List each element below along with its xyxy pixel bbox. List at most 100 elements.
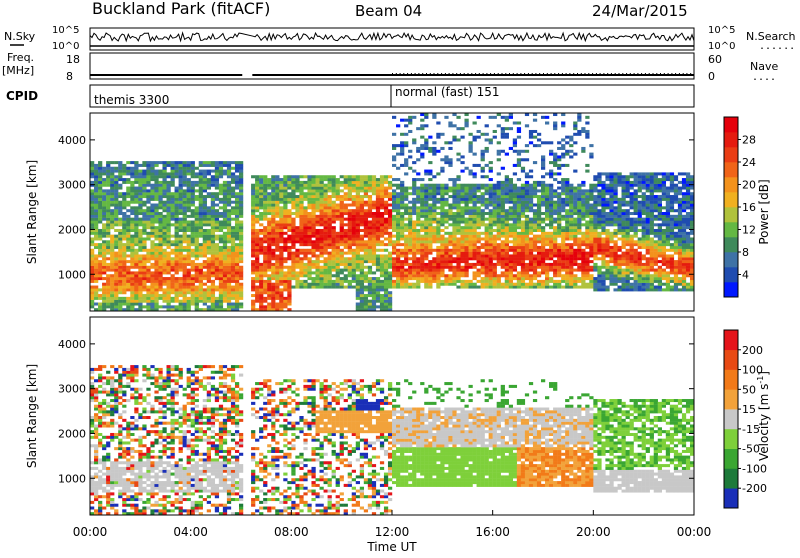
- power-cell: [565, 212, 569, 215]
- nave-dot: [558, 73, 559, 74]
- power-cell: [138, 294, 142, 297]
- power-cell: [561, 277, 565, 280]
- power-cell: [416, 271, 420, 274]
- power-cell: [505, 178, 509, 181]
- power-cell: [122, 263, 126, 266]
- power-cell: [452, 243, 456, 246]
- power-cell: [320, 209, 324, 212]
- power-cell: [360, 195, 364, 198]
- power-cell: [460, 209, 464, 212]
- power-cell: [259, 189, 263, 192]
- power-cell: [307, 237, 311, 240]
- power-cell: [525, 254, 529, 257]
- power-cell: [505, 201, 509, 204]
- power-cell: [195, 277, 199, 280]
- nave-dot: [396, 73, 397, 74]
- power-cell: [557, 212, 561, 215]
- power-cell: [126, 209, 130, 212]
- power-cell: [324, 271, 328, 274]
- power-cell: [400, 133, 404, 136]
- power-cell: [364, 305, 368, 308]
- power-cell: [251, 266, 255, 269]
- power-cell: [203, 164, 207, 167]
- power-cell: [545, 249, 549, 252]
- power-cell: [154, 303, 158, 306]
- power-cell: [307, 175, 311, 178]
- power-cell: [311, 229, 315, 232]
- power-cell: [525, 172, 529, 175]
- power-cell: [448, 204, 452, 207]
- power-cell: [271, 189, 275, 192]
- power-cell: [541, 181, 545, 184]
- power-cell: [154, 280, 158, 283]
- power-cell: [392, 286, 396, 289]
- power-cell: [122, 271, 126, 274]
- power-cell: [291, 220, 295, 223]
- power-cell: [428, 172, 432, 175]
- power-cell: [118, 175, 122, 178]
- power-cell: [207, 288, 211, 291]
- power-cell: [199, 220, 203, 223]
- power-cell: [207, 257, 211, 260]
- power-cell: [324, 215, 328, 218]
- power-cell: [162, 226, 166, 229]
- power-cell: [400, 235, 404, 238]
- power-cell: [436, 198, 440, 201]
- power-cell: [428, 209, 432, 212]
- power-cell: [340, 229, 344, 232]
- power-cell: [545, 232, 549, 235]
- power-cell: [179, 305, 183, 308]
- power-cell: [299, 223, 303, 226]
- power-cell: [219, 206, 223, 209]
- power-cell: [231, 189, 235, 192]
- power-cell: [525, 226, 529, 229]
- power-cell: [138, 254, 142, 257]
- power-cell: [295, 175, 299, 178]
- power-cell: [440, 252, 444, 255]
- power-cell: [360, 212, 364, 215]
- power-cell: [187, 277, 191, 280]
- power-cell: [452, 237, 456, 240]
- power-cell: [94, 246, 98, 249]
- power-cell: [509, 271, 513, 274]
- power-cell: [235, 232, 239, 235]
- power-cell: [533, 218, 537, 221]
- power-cell: [150, 198, 154, 201]
- power-cell: [493, 249, 497, 252]
- power-cell: [267, 283, 271, 286]
- power-cell: [291, 252, 295, 255]
- power-cell: [102, 229, 106, 232]
- power-cell: [130, 286, 134, 289]
- power-cell: [122, 249, 126, 252]
- power-cell: [332, 184, 336, 187]
- power-cell: [320, 277, 324, 280]
- power-cell: [428, 263, 432, 266]
- power-cell: [175, 232, 179, 235]
- power-cell: [352, 220, 356, 223]
- power-cell: [557, 257, 561, 260]
- power-cell: [239, 240, 243, 243]
- power-cell: [98, 294, 102, 297]
- power-cell: [336, 184, 340, 187]
- power-cell: [517, 192, 521, 195]
- power-cell: [493, 269, 497, 272]
- power-cell: [106, 249, 110, 252]
- power-cell: [299, 226, 303, 229]
- power-cell: [561, 229, 565, 232]
- power-cell: [440, 206, 444, 209]
- power-cell: [134, 178, 138, 181]
- power-cell: [348, 283, 352, 286]
- power-cell: [211, 240, 215, 243]
- power-cell: [215, 260, 219, 263]
- power-cell: [307, 240, 311, 243]
- power-cell: [376, 269, 380, 272]
- power-cell: [416, 283, 420, 286]
- power-cell: [106, 252, 110, 255]
- power-cell: [332, 189, 336, 192]
- power-cell: [404, 133, 408, 136]
- power-cell: [328, 254, 332, 257]
- power-cell: [356, 269, 360, 272]
- power-cell: [203, 303, 207, 306]
- power-cell: [227, 215, 231, 218]
- power-cell: [114, 184, 118, 187]
